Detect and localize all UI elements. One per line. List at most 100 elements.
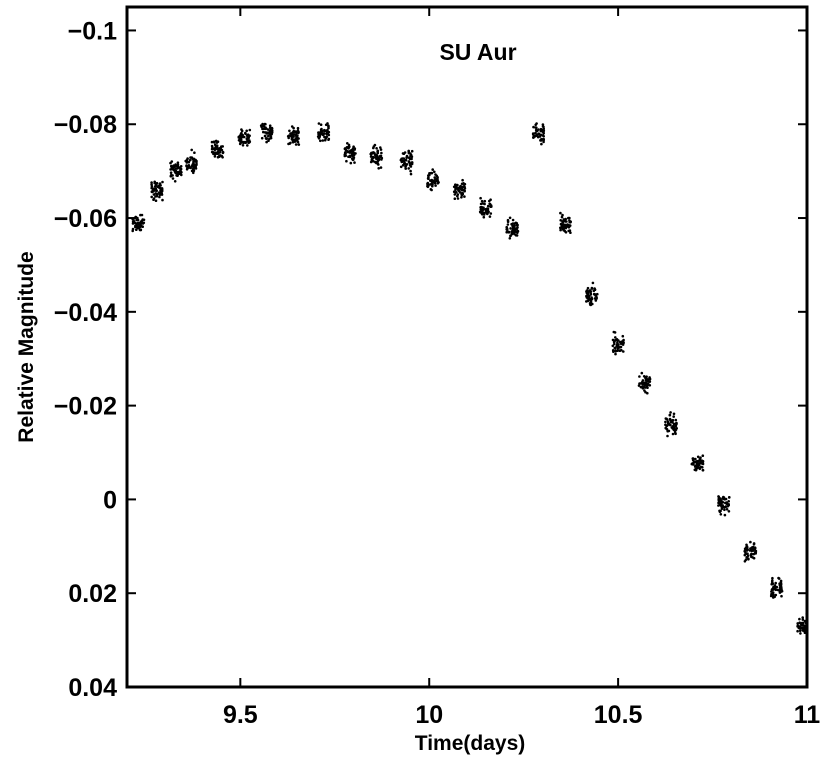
- data-point: [646, 379, 649, 383]
- data-point: [720, 501, 723, 505]
- data-point: [532, 125, 535, 129]
- data-point: [483, 202, 486, 206]
- data-point: [369, 152, 373, 156]
- data-point: [480, 199, 484, 203]
- data-point: [317, 122, 321, 125]
- data-point: [585, 292, 589, 295]
- data-point: [136, 218, 140, 222]
- data-point: [169, 168, 172, 171]
- data-point: [456, 197, 460, 200]
- data-point: [799, 632, 802, 635]
- data-point: [323, 138, 327, 142]
- data-point: [540, 142, 543, 146]
- data-point: [592, 292, 596, 296]
- data-point: [377, 158, 381, 162]
- data-point: [613, 331, 617, 334]
- data-point: [511, 224, 514, 228]
- data-point: [139, 228, 143, 231]
- data-point: [290, 125, 294, 128]
- data-point: [720, 505, 723, 508]
- data-point: [515, 222, 519, 225]
- data-point: [403, 162, 406, 166]
- data-point: [479, 208, 483, 211]
- data-point: [643, 389, 646, 392]
- data-point: [724, 505, 728, 508]
- data-point: [426, 185, 430, 189]
- data-point: [561, 220, 565, 224]
- data-point: [665, 418, 669, 421]
- data-point: [188, 158, 192, 162]
- data-point: [269, 135, 273, 138]
- data-point: [140, 213, 144, 217]
- data-point: [321, 133, 325, 136]
- data-point: [150, 181, 153, 184]
- x-tick-label: 10: [415, 701, 443, 729]
- data-point: [515, 234, 519, 237]
- data-point: [453, 193, 457, 196]
- data-point: [136, 226, 139, 230]
- data-point: [771, 587, 775, 590]
- data-point: [559, 211, 562, 215]
- data-point: [508, 230, 511, 234]
- data-point: [408, 161, 411, 165]
- x-tick-label: 9.5: [223, 701, 258, 729]
- data-point: [701, 459, 705, 463]
- data-point: [752, 556, 756, 560]
- data-point: [463, 195, 466, 198]
- data-point: [193, 151, 196, 154]
- data-point: [327, 133, 331, 137]
- data-point: [779, 583, 783, 586]
- data-point: [454, 191, 458, 194]
- y-tick-label: −0.1: [68, 17, 117, 45]
- data-point: [319, 131, 322, 134]
- data-point: [671, 432, 675, 436]
- data-point: [436, 176, 439, 179]
- data-point: [216, 140, 220, 143]
- data-point: [323, 135, 326, 139]
- data-point: [379, 148, 383, 151]
- data-point: [404, 165, 407, 168]
- data-point: [155, 193, 159, 196]
- data-point: [380, 158, 383, 161]
- data-point: [725, 501, 728, 505]
- data-point: [727, 503, 730, 506]
- data-point: [488, 215, 492, 218]
- data-point: [139, 220, 143, 224]
- data-point: [568, 216, 571, 220]
- data-point: [645, 375, 648, 379]
- data-point: [348, 154, 352, 158]
- data-point: [216, 147, 219, 151]
- x-axis-ticks: 9.5 10 10.5 11: [223, 7, 820, 729]
- data-point: [728, 496, 731, 499]
- data-point: [613, 346, 617, 350]
- data-point: [774, 581, 777, 585]
- data-point: [323, 129, 326, 133]
- data-point: [666, 420, 670, 423]
- data-point: [150, 185, 154, 188]
- data-point: [214, 151, 217, 155]
- data-point: [562, 229, 565, 232]
- data-point: [262, 125, 266, 128]
- data-point: [399, 165, 403, 169]
- data-point: [327, 138, 330, 141]
- data-point: [619, 341, 623, 345]
- data-point: [509, 234, 512, 238]
- data-point: [139, 225, 142, 229]
- data-point: [754, 552, 757, 555]
- data-point: [774, 593, 778, 597]
- data-point: [135, 228, 138, 231]
- data-point: [482, 215, 486, 219]
- data-point: [154, 199, 158, 202]
- data-point: [700, 462, 704, 465]
- data-point: [560, 215, 564, 219]
- data-point: [246, 144, 249, 147]
- data-point: [510, 232, 514, 236]
- data-point: [567, 225, 571, 229]
- data-point: [622, 350, 625, 353]
- data-point: [648, 377, 652, 381]
- data-point: [559, 226, 562, 230]
- plot-frame: [125, 5, 809, 689]
- data-point: [178, 166, 181, 169]
- data-point: [193, 159, 196, 162]
- data-point: [675, 421, 678, 425]
